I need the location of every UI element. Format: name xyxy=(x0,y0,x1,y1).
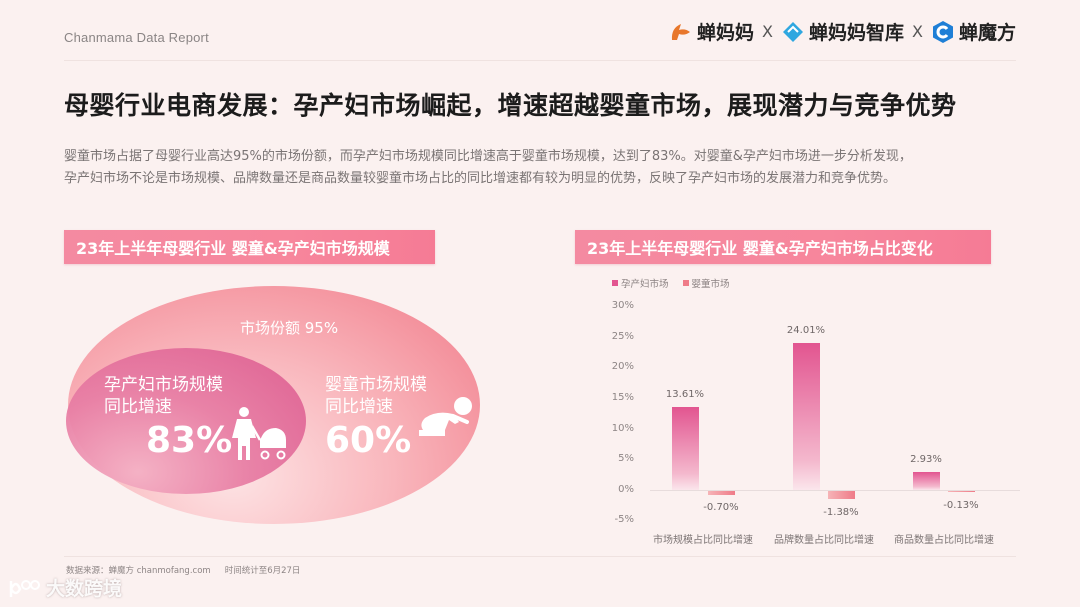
maternal-growth-label: 孕产妇市场规模 同比增速 xyxy=(104,374,223,418)
left-section-title: 23年上半年母婴行业 婴童&孕产妇市场规模 xyxy=(64,230,435,264)
mother-with-stroller-icon xyxy=(232,407,286,460)
y-tick: 0% xyxy=(618,484,634,495)
brand-logos: 蝉妈妈 X 蝉妈妈智库 X 蝉魔方 xyxy=(669,18,1016,45)
legend-swatch xyxy=(612,280,618,286)
x-category-label: 市场规模占比同比增速 xyxy=(653,535,753,546)
bar-infant-market-size xyxy=(708,491,735,495)
report-label: Chanmama Data Report xyxy=(64,30,209,45)
bar-value-label: -1.38% xyxy=(823,507,859,518)
y-tick: 15% xyxy=(611,392,634,403)
date-note: 时间统计至6月27日 xyxy=(224,566,301,576)
maternal-market-ellipse xyxy=(66,348,306,494)
x-category-label: 品牌数量占比同比增速 xyxy=(774,535,874,546)
maternal-label-line2: 同比增速 xyxy=(104,397,172,417)
maternal-label-line1: 孕产妇市场规模 xyxy=(104,375,223,395)
zero-axis-line xyxy=(650,490,1020,491)
crawling-baby-icon xyxy=(419,397,472,436)
chanmofang-logo-icon xyxy=(932,20,953,43)
dashukuajing-logo-icon xyxy=(9,579,40,597)
footer: 数据来源：蝉魔方 chanmofang.com 时间统计至6月27日 xyxy=(66,564,300,576)
legend-item-maternal: 孕产妇市场 xyxy=(612,276,669,290)
page-title: 母婴行业电商发展：孕产妇市场崛起，增速超越婴童市场，展现潜力与竞争优势 xyxy=(64,91,957,120)
infant-label-line2: 同比增速 xyxy=(325,397,393,417)
bar-value-label: -0.70% xyxy=(703,502,739,513)
y-tick: 30% xyxy=(611,300,634,311)
y-tick: 25% xyxy=(611,331,634,342)
y-tick: 5% xyxy=(618,453,634,464)
bar-infant-product-count xyxy=(948,491,975,492)
description-line: 婴童市场占据了母婴行业高达95%的市场份额，而孕产妇市场规模同比增速高于婴童市场… xyxy=(64,149,912,164)
bar-maternal-product-count xyxy=(913,472,940,490)
bar-maternal-brand-count xyxy=(793,343,820,490)
brand-separator: X xyxy=(762,22,773,41)
watermark: 大数跨境 xyxy=(8,574,122,601)
bar-value-label: -0.13% xyxy=(943,500,979,511)
watermark-text: 大数跨境 xyxy=(46,578,123,600)
bar-infant-brand-count xyxy=(828,491,855,499)
brand-name: 蝉魔方 xyxy=(958,22,1016,44)
legend-swatch xyxy=(682,280,689,286)
brand-name: 蝉妈妈智库 xyxy=(809,22,905,44)
y-tick: 20% xyxy=(611,361,634,372)
description-line: 孕产妇市场不论是市场规模、品牌数量还是商品数量较婴童市场占比的同比增速都有较为明… xyxy=(64,171,897,186)
bar-value-label: 24.01% xyxy=(786,325,826,336)
brand-separator: X xyxy=(912,22,923,41)
legend-label: 孕产妇市场 xyxy=(621,279,669,290)
y-tick: -5% xyxy=(614,514,634,525)
maternal-growth-value: 83% xyxy=(146,420,233,461)
description: 婴童市场占据了母婴行业高达95%的市场份额，而孕产妇市场规模同比增速高于婴童市场… xyxy=(64,146,1034,190)
brand-chanmama: 蝉妈妈 xyxy=(669,18,754,45)
bar-value-label: 2.93% xyxy=(910,454,942,465)
chanmama-logo-icon xyxy=(671,23,691,40)
legend-item-infant: 婴童市场 xyxy=(682,276,730,290)
data-source: 数据来源：蝉魔方 chanmofang.com xyxy=(66,566,211,576)
x-category-label: 商品数量占比同比增速 xyxy=(894,535,994,546)
market-share-label: 市场份额 95% xyxy=(240,319,339,337)
bar-maternal-market-size xyxy=(672,407,699,490)
infant-growth-label: 婴童市场规模 同比增速 xyxy=(325,374,427,418)
y-tick: 10% xyxy=(611,423,634,434)
brand-name: 蝉妈妈 xyxy=(697,22,755,44)
chart-legend: 孕产妇市场 婴童市场 xyxy=(612,276,730,290)
header-divider xyxy=(64,60,1016,61)
right-section-title: 23年上半年母婴行业 婴童&孕产妇市场占比变化 xyxy=(575,230,991,264)
legend-label: 婴童市场 xyxy=(691,279,730,290)
infant-label-line1: 婴童市场规模 xyxy=(325,375,427,395)
bar-value-label: 13.61% xyxy=(665,389,705,400)
infant-growth-value: 60% xyxy=(325,420,412,461)
brand-chanmofang: 蝉魔方 xyxy=(931,18,1016,45)
brand-chanmama-think-tank: 蝉妈妈智库 xyxy=(781,18,904,45)
footer-divider xyxy=(64,556,1016,557)
chanmama-think-tank-logo-icon xyxy=(783,21,803,42)
bar-chart: 30% 25% 20% 15% 10% 5% 0% -5% 13.61% -0.… xyxy=(600,296,1020,546)
